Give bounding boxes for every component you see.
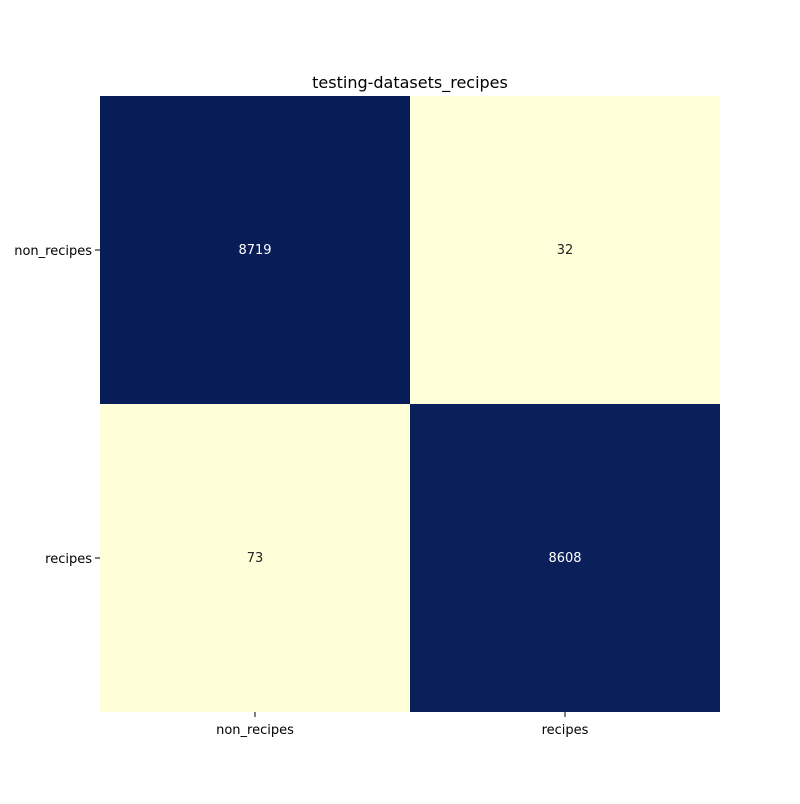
x-tick-label-1: recipes: [542, 723, 589, 738]
y-tick-label-1: recipes: [45, 552, 92, 567]
heatmap-cell-labels: 8719 32 73 8608: [238, 243, 581, 566]
cell-value-label-r1-c0: 73: [247, 551, 264, 566]
chart-title: testing-datasets_recipes: [312, 73, 508, 93]
heatmap-cells: [100, 96, 720, 712]
cell-value-label-r0-c0: 8719: [238, 243, 271, 258]
y-tick-label-0: non_recipes: [14, 244, 92, 259]
heatmap-cell-r1-c0: [100, 404, 410, 712]
x-axis: non_recipes recipes: [216, 712, 589, 738]
heatmap-cell-r0-c1: [410, 96, 720, 404]
cell-value-label-r0-c1: 32: [557, 243, 574, 258]
heatmap-cell-r0-c0: [100, 96, 410, 404]
heatmap-cell-r1-c1: [410, 404, 720, 712]
x-tick-label-0: non_recipes: [216, 723, 294, 738]
cell-value-label-r1-c1: 8608: [548, 551, 581, 566]
